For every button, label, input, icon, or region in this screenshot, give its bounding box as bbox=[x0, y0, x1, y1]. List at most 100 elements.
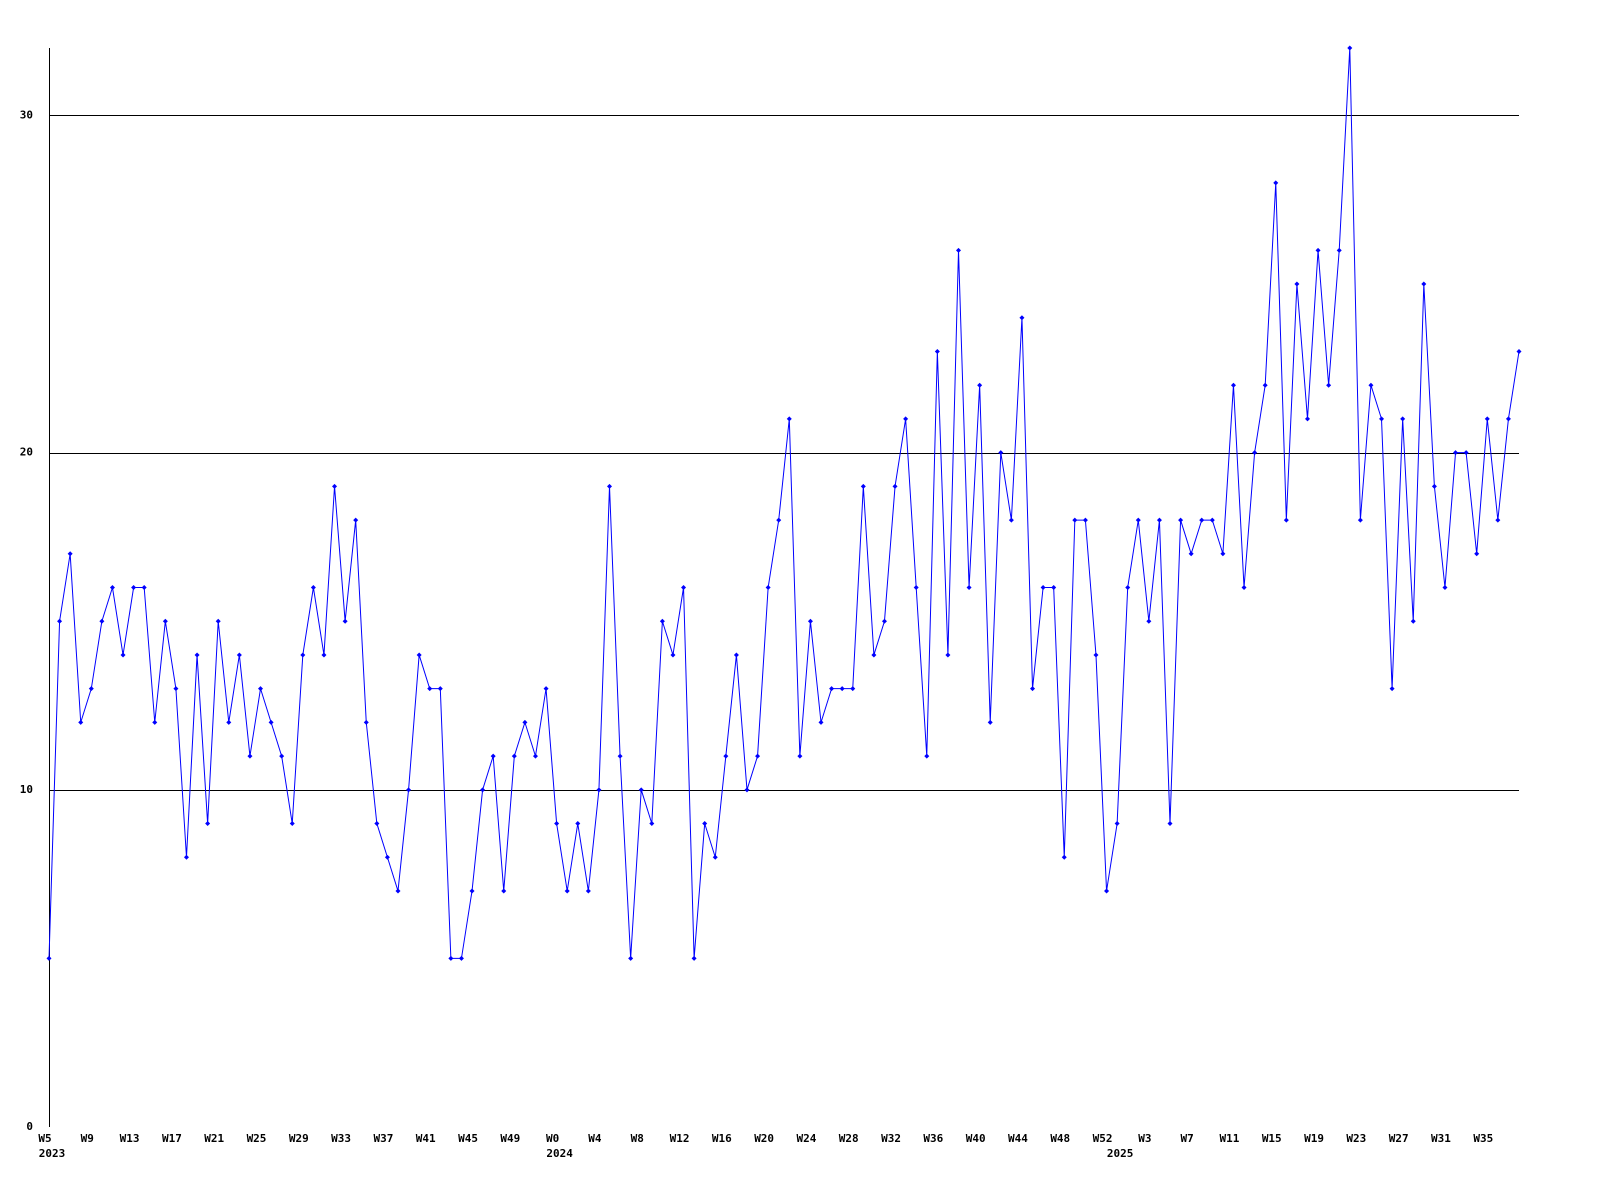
data-point bbox=[1125, 585, 1131, 590]
x-tick-label: W5 bbox=[38, 1132, 51, 1145]
data-point bbox=[247, 753, 253, 759]
data-point bbox=[321, 652, 327, 658]
data-point bbox=[966, 585, 972, 590]
data-point bbox=[892, 483, 898, 489]
x-tick-label: W31 bbox=[1431, 1132, 1451, 1145]
x-tick-label: W7 bbox=[1181, 1132, 1194, 1145]
data-point bbox=[903, 416, 909, 422]
data-point bbox=[1093, 652, 1099, 658]
data-point bbox=[1008, 517, 1014, 523]
data-point bbox=[268, 719, 274, 725]
data-point bbox=[1114, 821, 1120, 827]
x-tick-label: W40 bbox=[966, 1132, 986, 1145]
data-point bbox=[913, 585, 919, 590]
data-point bbox=[120, 652, 126, 658]
x-tick-label: W44 bbox=[1008, 1132, 1028, 1145]
x-tick-label: W48 bbox=[1050, 1132, 1070, 1145]
data-point bbox=[57, 618, 63, 624]
x-tick-label: W16 bbox=[712, 1132, 732, 1145]
x-tick-label: W29 bbox=[289, 1132, 309, 1145]
data-point bbox=[1135, 517, 1141, 523]
data-point bbox=[152, 719, 158, 725]
data-point bbox=[1474, 551, 1480, 557]
data-line bbox=[48, 47, 1520, 959]
x-tick-label: W32 bbox=[881, 1132, 901, 1145]
x-tick-label: W49 bbox=[500, 1132, 520, 1145]
data-point bbox=[1357, 517, 1363, 523]
data-point bbox=[1230, 382, 1236, 388]
data-point bbox=[776, 517, 782, 523]
x-tick-label: W13 bbox=[120, 1132, 140, 1145]
data-point bbox=[480, 787, 486, 793]
data-point bbox=[109, 585, 115, 590]
data-point bbox=[596, 787, 602, 793]
x-tick-label: W20 bbox=[754, 1132, 774, 1145]
x-tick-label: W8 bbox=[631, 1132, 644, 1145]
data-point bbox=[955, 247, 961, 253]
data-point bbox=[332, 483, 338, 489]
data-point bbox=[1241, 585, 1247, 590]
data-point bbox=[458, 955, 464, 961]
data-point bbox=[1315, 247, 1321, 253]
data-point bbox=[543, 686, 549, 692]
x-tick-label: W12 bbox=[670, 1132, 690, 1145]
x-tick-label: W28 bbox=[839, 1132, 859, 1145]
data-point bbox=[300, 652, 306, 658]
x-tick-label: W24 bbox=[797, 1132, 817, 1145]
data-point bbox=[1156, 517, 1162, 523]
x-tick-label: W4 bbox=[588, 1132, 602, 1145]
x-tick-label: W21 bbox=[204, 1132, 224, 1145]
data-point bbox=[363, 719, 369, 725]
data-point bbox=[205, 821, 211, 827]
data-point bbox=[395, 888, 401, 894]
x-tick-label: W52 bbox=[1093, 1132, 1113, 1145]
x-tick-label: W41 bbox=[416, 1132, 436, 1145]
data-point bbox=[236, 652, 242, 658]
x-tick-label: W35 bbox=[1473, 1132, 1493, 1145]
x-tick-label: W3 bbox=[1138, 1132, 1151, 1145]
data-point bbox=[681, 585, 687, 590]
data-point bbox=[342, 618, 348, 624]
y-tick-label: 0 bbox=[26, 1120, 33, 1133]
data-point bbox=[1104, 888, 1110, 894]
data-point bbox=[384, 854, 390, 860]
data-point bbox=[1442, 585, 1448, 590]
x-tick-label: W27 bbox=[1389, 1132, 1409, 1145]
data-point bbox=[1326, 382, 1332, 388]
data-point bbox=[1516, 348, 1522, 354]
data-point bbox=[1178, 517, 1184, 523]
data-point bbox=[554, 821, 560, 827]
data-point bbox=[1146, 618, 1152, 624]
x-tick-label: W37 bbox=[373, 1132, 393, 1145]
y-tick-label: 10 bbox=[20, 783, 33, 796]
data-point bbox=[141, 585, 147, 590]
data-point bbox=[829, 686, 835, 692]
data-point bbox=[511, 753, 517, 759]
year-label: 2025 bbox=[1107, 1147, 1134, 1160]
data-point bbox=[786, 416, 792, 422]
data-point bbox=[289, 821, 295, 827]
data-point bbox=[99, 618, 105, 624]
data-point bbox=[850, 686, 856, 692]
data-point bbox=[46, 955, 52, 961]
data-point bbox=[1463, 450, 1469, 456]
data-point bbox=[607, 483, 613, 489]
data-point bbox=[934, 348, 940, 354]
x-tick-label: W17 bbox=[162, 1132, 182, 1145]
data-point bbox=[469, 888, 475, 894]
data-point bbox=[1336, 247, 1342, 253]
x-tick-label: W11 bbox=[1220, 1132, 1240, 1145]
data-point bbox=[765, 585, 771, 590]
data-point bbox=[1072, 517, 1078, 523]
data-point bbox=[353, 517, 359, 523]
x-tick-label: W19 bbox=[1304, 1132, 1324, 1145]
data-point bbox=[194, 652, 200, 658]
data-point bbox=[881, 618, 887, 624]
data-point bbox=[1252, 450, 1258, 456]
data-point bbox=[173, 686, 179, 692]
data-point bbox=[1410, 618, 1416, 624]
data-point bbox=[659, 618, 665, 624]
data-point bbox=[755, 753, 761, 759]
data-point bbox=[807, 618, 813, 624]
data-point bbox=[871, 652, 877, 658]
